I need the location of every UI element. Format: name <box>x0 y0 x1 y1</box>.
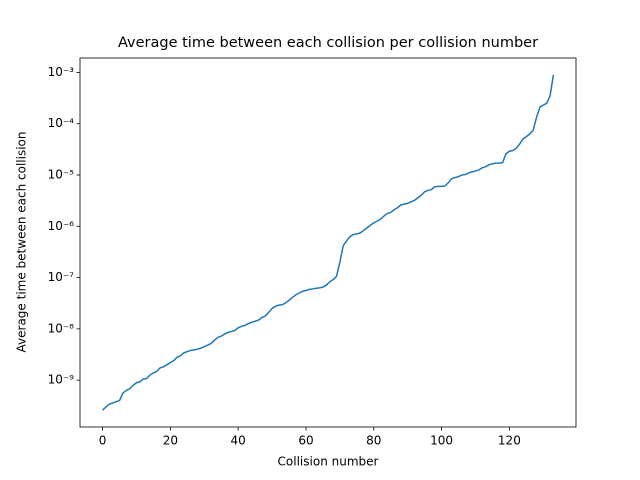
chart-title: Average time between each collision per … <box>118 35 538 51</box>
x-tick-label: 120 <box>498 434 521 448</box>
y-tick-label: 10⁻⁵ <box>48 167 75 181</box>
x-tick-label: 20 <box>163 434 178 448</box>
data-line <box>102 74 555 411</box>
y-tick-label: 10⁻⁸ <box>48 321 75 335</box>
x-tick-label: 100 <box>430 434 453 448</box>
y-axis-label: Average time between each collision <box>15 132 29 353</box>
y-tick-label: 10⁻⁴ <box>48 116 75 130</box>
y-tick-label: 10⁻⁶ <box>48 219 75 233</box>
x-tick-label: 80 <box>366 434 381 448</box>
x-tick-label: 60 <box>298 434 313 448</box>
y-tick-label: 10⁻⁷ <box>48 270 75 284</box>
y-tick-label: 10⁻⁹ <box>48 373 75 387</box>
x-tick-label: 40 <box>231 434 246 448</box>
plot-frame <box>79 57 577 428</box>
x-axis-label: Collision number <box>278 455 379 469</box>
y-tick-label: 10⁻³ <box>48 65 75 79</box>
x-tick-label: 0 <box>99 434 107 448</box>
